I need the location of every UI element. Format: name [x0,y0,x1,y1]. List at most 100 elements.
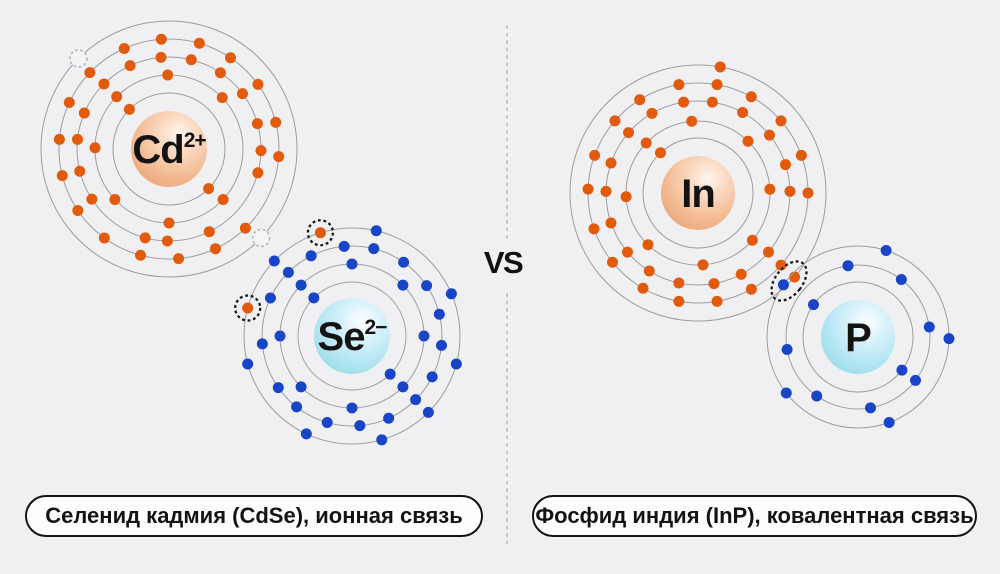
nucleus-cadmium-ion [131,111,207,187]
electron-dot [376,434,388,446]
electron-dot [135,249,147,261]
electron-dot [139,232,151,244]
electron-dot [193,37,205,49]
electron-dot [711,79,723,91]
transferred-electron-dot [242,302,254,314]
electron-dot [225,52,237,64]
electron-dot [777,279,789,291]
nucleus-label-phosphorus: P [845,316,871,360]
electron-dot [255,145,267,157]
electron-dot [643,265,655,277]
electron-dot [605,157,617,169]
electron-dot [865,402,877,414]
electron-dot [421,280,433,292]
electron-dot [737,107,749,119]
electron-dot [923,321,935,333]
nucleus-selenium-ion [314,298,390,374]
transferred-electron-outline [234,294,262,322]
orbit-ring [297,281,407,391]
electron-dot [239,222,251,234]
electron-dot [811,390,823,402]
electron-dot [305,250,317,262]
electron-dot [600,185,612,197]
electron-dot [673,277,685,289]
electron-dot [252,78,264,90]
electron-dot [209,243,221,255]
electron-dot [745,91,757,103]
electron-dot [784,185,796,197]
electron-dot [264,292,276,304]
electron-dot [308,292,320,304]
electron-dot [251,118,263,130]
electron-dot [640,137,652,149]
nucleus-phosphorus [821,300,895,374]
electron-dot [72,133,84,145]
electron-dot [706,96,718,108]
caption-cdse-ionic-bond: Селенид кадмия (CdSe), ионная связь [25,495,483,537]
electron-dot [354,420,366,432]
electron-dot [295,279,307,291]
electron-dot [634,94,646,106]
electron-dot [383,412,395,424]
electron-dot [589,149,601,161]
electron-dot [781,344,793,356]
electron-dot [384,368,396,380]
electron-dot [214,67,226,79]
electron-dot [370,225,382,237]
electron-dot [270,116,282,128]
electron-dot [780,387,792,399]
electron-dot [697,259,709,271]
electron-dot [620,191,632,203]
electron-dot [252,167,264,179]
electron-dot [216,92,228,104]
electron-dot [842,260,854,272]
transferred-electron-dot [314,227,326,239]
electron-dot [678,96,690,108]
electron-dot [162,69,174,81]
orbit-ring [802,281,914,393]
electron-dot [779,159,791,171]
electron-dot [89,142,101,154]
electron-dot [673,79,685,91]
electron-dot [605,217,617,229]
electron-dot [397,279,409,291]
electron-dot [622,246,634,258]
orbit-ring [569,64,827,322]
orbit-ring [40,20,298,278]
electron-dot [368,243,380,255]
electron-dot [236,88,248,100]
electron-dot [642,239,654,251]
electron-dot [943,333,955,345]
electron-dot [637,282,649,294]
shared-electron-pair-outline [770,260,808,302]
electron-dot [686,115,698,127]
electron-vacancy-slot [69,49,88,68]
electron-dot [118,43,130,55]
electron-dot [450,358,462,370]
electron-dot [426,371,438,383]
atom-cadmium-ion: Cd2+ [40,20,298,278]
electron-dot [203,226,215,238]
electron-dot [445,288,457,300]
electron-dot [56,170,68,182]
electron-dot [745,283,757,295]
atom-selenium-ion: Se2− [234,219,462,446]
electron-dot [623,127,635,139]
atom-indium: In [569,61,827,322]
electron-dot [588,223,600,235]
electron-dot [98,78,110,90]
vs-label: VS [483,245,524,280]
electron-dot [109,193,121,205]
transferred-electron-outline [306,219,335,247]
electron-dot [397,381,409,393]
caption-inp-covalent-bond: Фосфид индия (InP), ковалентная связь [532,495,977,537]
electron-dot [272,382,284,394]
electron-dot [185,54,197,66]
nucleus-indium [661,156,735,230]
electron-dot [763,129,775,141]
electron-dot [742,135,754,147]
electron-dot [282,266,294,278]
caption-inp-text: Фосфид индия (InP), ковалентная связь [535,503,974,528]
electron-dot [273,151,285,163]
